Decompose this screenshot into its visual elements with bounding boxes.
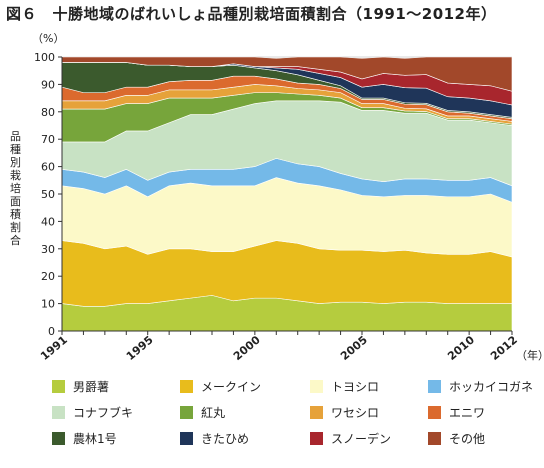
legend-item-1: メークイン bbox=[180, 378, 261, 394]
legend-label: きたひめ bbox=[201, 431, 250, 446]
legend-item-6: ワセシロ bbox=[310, 404, 379, 420]
x-tick-label: 1995 bbox=[124, 333, 156, 363]
x-tick-label: 2000 bbox=[231, 333, 263, 363]
legend-swatch bbox=[310, 405, 323, 419]
y-tick-label: 10 bbox=[41, 298, 55, 311]
y-tick-label: 30 bbox=[41, 243, 55, 256]
legend-item-3: ホッカイコガネ bbox=[428, 378, 533, 394]
x-tick-label: 2010 bbox=[445, 333, 477, 363]
legend-item-4: コナフブキ bbox=[52, 404, 133, 420]
legend-item-11: その他 bbox=[428, 430, 485, 446]
legend-swatch bbox=[428, 379, 441, 393]
y-tick-label: 100 bbox=[34, 51, 55, 64]
y-tick-label: 80 bbox=[41, 106, 55, 119]
legend-label: スノーデン bbox=[331, 431, 392, 446]
legend-item-0: 男爵薯 bbox=[52, 378, 109, 394]
legend-label: トヨシロ bbox=[331, 379, 380, 394]
legend-label: コナフブキ bbox=[73, 405, 134, 420]
legend-item-8: 農林1号 bbox=[52, 430, 117, 446]
legend-swatch bbox=[310, 431, 323, 445]
legend-swatch bbox=[180, 379, 193, 393]
y-axis-title: 品種別栽培面積割合 bbox=[10, 130, 21, 247]
legend-swatch bbox=[52, 405, 65, 419]
y-tick-label: 60 bbox=[41, 161, 55, 174]
legend-label: 紅丸 bbox=[201, 405, 226, 420]
y-unit-label: （%） bbox=[32, 32, 64, 45]
y-tick-label: 20 bbox=[41, 270, 55, 283]
y-tick-label: 70 bbox=[41, 133, 55, 146]
legend-item-9: きたひめ bbox=[180, 430, 249, 446]
legend-swatch bbox=[310, 379, 323, 393]
y-tick-label: 90 bbox=[41, 78, 55, 91]
legend-label: ワセシロ bbox=[331, 405, 380, 420]
legend-swatch bbox=[52, 431, 65, 445]
area-series-11 bbox=[61, 56, 513, 92]
chart-title: 図６ 十勝地域のばれいしょ品種別栽培面積割合（1991～2012年） bbox=[6, 5, 497, 23]
legend-item-10: スノーデン bbox=[310, 430, 391, 446]
legend-swatch bbox=[180, 405, 193, 419]
legend-swatch bbox=[428, 405, 441, 419]
y-tick-label: 0 bbox=[48, 325, 55, 338]
legend-label: メークイン bbox=[201, 379, 262, 394]
legend-label: ホッカイコガネ bbox=[449, 379, 534, 394]
legend-swatch bbox=[180, 431, 193, 445]
y-tick-label: 40 bbox=[41, 215, 55, 228]
legend-label: 農林1号 bbox=[73, 431, 117, 446]
y-tick-label: 50 bbox=[41, 188, 55, 201]
legend-label: その他 bbox=[449, 431, 486, 446]
legend-item-5: 紅丸 bbox=[180, 404, 225, 420]
legend-item-2: トヨシロ bbox=[310, 378, 379, 394]
legend-swatch bbox=[428, 431, 441, 445]
legend-label: エニワ bbox=[449, 405, 486, 420]
legend-swatch bbox=[52, 379, 65, 393]
x-tick-label: 2005 bbox=[338, 333, 370, 363]
legend-label: 男爵薯 bbox=[73, 379, 110, 394]
x-unit-label: （年） bbox=[516, 348, 544, 362]
legend-item-7: エニワ bbox=[428, 404, 485, 420]
